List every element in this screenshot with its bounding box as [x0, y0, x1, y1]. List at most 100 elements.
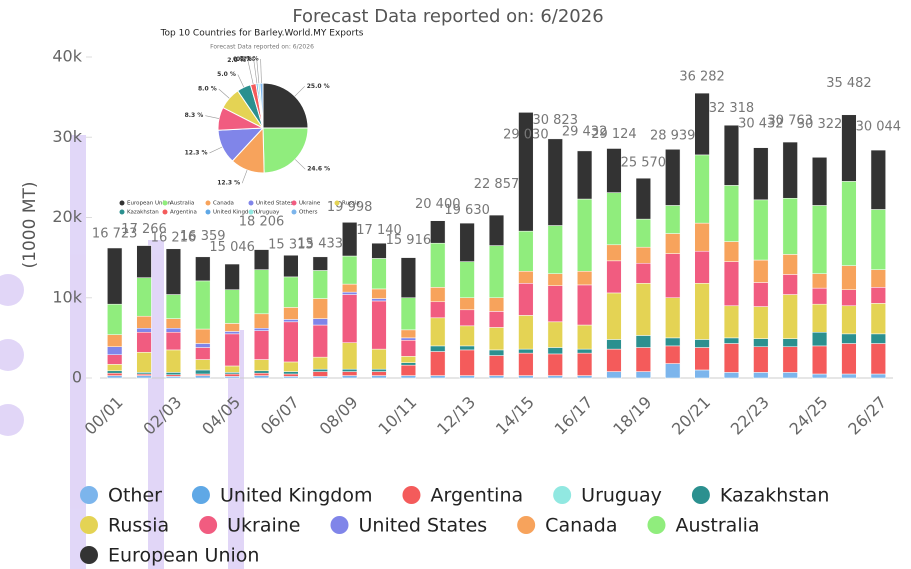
bar-segment — [430, 287, 446, 303]
legend-marker — [199, 516, 218, 534]
bar-segment — [694, 369, 710, 379]
bar-segment — [430, 242, 446, 288]
x-tick-label: 24/25 — [786, 393, 832, 439]
pie-leader — [256, 59, 260, 84]
bar-segment — [224, 365, 240, 373]
bar-segment — [577, 284, 593, 326]
bar-segment — [665, 337, 681, 347]
total-label: 25 570 — [621, 155, 667, 170]
legend-label: Uruguay — [581, 485, 662, 507]
y-tick-label: 30k — [52, 127, 82, 146]
bar-segment — [195, 347, 211, 360]
bar-segment — [782, 372, 798, 379]
bar-segment — [283, 276, 299, 308]
legend-item: United Kingdom — [191, 485, 372, 507]
bar-segment — [107, 364, 123, 372]
bar-segment — [870, 303, 886, 335]
legend-label: United States — [359, 515, 488, 537]
bar-segment — [811, 332, 828, 347]
bar-segment — [577, 348, 593, 354]
bar-segment — [518, 352, 534, 376]
pie-label: 0.7 % — [233, 56, 252, 63]
bar-segment — [371, 371, 387, 376]
pie-leader — [237, 74, 245, 88]
bar-segment — [811, 345, 828, 375]
bar-segment — [107, 375, 123, 379]
bar-segment — [107, 334, 123, 347]
legend-item: Australia — [647, 515, 760, 537]
bar-segment — [753, 346, 769, 373]
bar-segment — [165, 332, 182, 351]
pie-legend-label: Kazakhstan — [127, 210, 159, 216]
legend-marker — [80, 546, 98, 564]
bar-segment — [312, 368, 328, 372]
total-label: 30 432 — [738, 116, 784, 131]
bar-segment — [224, 289, 240, 324]
pie-leader — [218, 88, 230, 99]
watermark — [0, 135, 244, 569]
bar-segment — [253, 372, 270, 376]
legend-label: Canada — [545, 515, 617, 537]
legend-item: Ukraine — [199, 515, 301, 537]
bar-segment — [665, 205, 681, 234]
bar-segment — [577, 150, 593, 200]
bar-segment — [136, 332, 152, 353]
bar-segment — [283, 373, 299, 377]
bar-segment — [488, 245, 505, 298]
bar-segment — [253, 370, 270, 374]
bar-segment — [841, 333, 857, 344]
pie-legend-marker — [248, 200, 254, 206]
pie-leader — [295, 159, 306, 170]
bar-segment — [665, 297, 681, 339]
bar-segment — [400, 257, 416, 298]
bar-segment — [870, 269, 886, 288]
total-label: 19 630 — [444, 203, 490, 218]
pie-legend-label: Ukraine — [299, 201, 321, 207]
legend-marker — [402, 486, 421, 504]
x-tick-label: 10/11 — [374, 393, 420, 439]
bars — [107, 92, 886, 379]
bar-segment — [400, 362, 416, 366]
pie-leader — [209, 146, 223, 154]
bar-segment — [811, 373, 828, 379]
bar-segment — [371, 368, 387, 372]
bar-segment — [665, 253, 681, 299]
bar-segment — [665, 345, 681, 364]
pie-legend-label: Uruguay — [256, 210, 280, 216]
bar-segment — [753, 282, 769, 307]
pie-label: 24.6 % — [307, 166, 330, 173]
pie-leader — [247, 60, 254, 85]
bar-segment — [577, 352, 593, 376]
bar-segment — [283, 307, 299, 320]
x-tick-label: 06/07 — [257, 393, 303, 439]
bar-segment — [577, 324, 593, 350]
bar-segment — [400, 375, 416, 379]
bar-segment — [371, 242, 387, 259]
x-tick-label: 12/13 — [433, 393, 479, 439]
bar-segment — [635, 177, 651, 220]
bar-segment — [136, 327, 152, 333]
bar-segment — [782, 294, 798, 339]
bar-segment — [841, 114, 857, 182]
pie-leader — [205, 115, 220, 119]
legend-item: European Union — [80, 545, 259, 567]
bar-segment — [811, 287, 828, 305]
bar-segment — [782, 274, 798, 295]
pie-legend-label: United Kingdom — [213, 210, 257, 216]
bar-segment — [635, 283, 651, 336]
bar-segment — [165, 248, 182, 295]
bar-segment — [606, 260, 622, 294]
bar-segment — [312, 256, 328, 271]
bar-segment — [342, 283, 358, 293]
bar-segment — [283, 321, 299, 363]
bar-segment — [400, 364, 416, 376]
bar-segment — [430, 317, 446, 347]
bar-segment — [195, 280, 211, 330]
y-tick-label: 0 — [72, 368, 82, 387]
legend-label: Argentina — [430, 485, 523, 507]
bar-segment — [195, 359, 211, 371]
bar-segment — [811, 205, 828, 274]
legend-label: Other — [108, 485, 162, 507]
bar-segment — [753, 372, 769, 379]
